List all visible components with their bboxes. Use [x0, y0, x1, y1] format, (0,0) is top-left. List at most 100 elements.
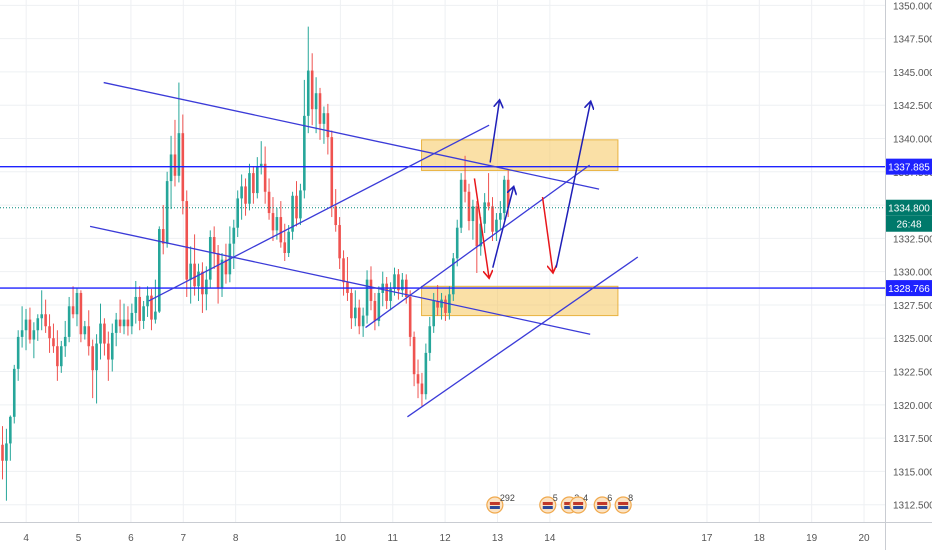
y-tick-label: 1345.000: [893, 68, 932, 79]
arrows: [473, 100, 590, 278]
x-tick-label: 6: [128, 533, 134, 544]
candle-body: [114, 319, 118, 333]
candle-body: [314, 93, 318, 110]
candle-body: [424, 352, 428, 395]
flag-stripe: [618, 506, 629, 509]
candle-body: [12, 368, 16, 417]
candle-body: [393, 274, 396, 289]
candle-body: [365, 279, 369, 316]
candle-body: [16, 336, 20, 369]
candle-body: [122, 319, 126, 327]
candle-body: [177, 133, 181, 176]
x-tick-label: 4: [23, 533, 29, 544]
levels: [0, 165, 885, 289]
x-tick-label: 12: [440, 533, 452, 544]
y-tick-label: 1347.500: [893, 35, 932, 46]
candle-body: [459, 179, 463, 228]
event-count: 6: [607, 493, 612, 503]
candle-body: [165, 181, 169, 244]
candle-body: [436, 300, 439, 308]
trend-line: [89, 225, 591, 335]
price-axis[interactable]: 1312.500 1315.000 1317.500 1320.000 1322.500…: [885, 0, 932, 550]
candle-body: [397, 274, 400, 291]
candle-body: [479, 223, 483, 247]
candle-body: [103, 323, 106, 344]
candle-body: [52, 338, 55, 347]
level-price-label: 1328.766: [888, 284, 930, 295]
candle-body: [161, 229, 165, 244]
candle-body: [5, 443, 8, 461]
candle-body: [306, 70, 310, 116]
candle-body: [71, 306, 75, 315]
candle-body: [389, 288, 392, 301]
candle-body: [428, 326, 432, 353]
candle-body: [475, 206, 479, 247]
candle-body: [205, 279, 208, 295]
candle-body: [224, 259, 228, 275]
event-count: 4: [583, 493, 588, 503]
candle-body: [491, 206, 494, 232]
y-tick-label: 1330.000: [893, 268, 932, 279]
time-axis[interactable]: 4 5 6 7 8 10 11 12 13 14 17 18 19 20: [0, 522, 932, 545]
candle-body: [303, 115, 306, 191]
candle-body: [126, 319, 130, 327]
event-markers: 29253468: [486, 493, 633, 514]
flag-stripe: [573, 506, 584, 509]
candle-body: [130, 312, 134, 327]
candle-body: [212, 237, 216, 254]
candle-body: [244, 186, 247, 204]
candle-body: [240, 186, 243, 199]
candle-body: [377, 292, 381, 321]
x-tick-label: 10: [335, 533, 347, 544]
candle-body: [330, 137, 334, 207]
candle-body: [471, 206, 475, 222]
x-tick-label: 13: [492, 533, 504, 544]
candle-body: [236, 198, 239, 228]
candle-body: [342, 258, 345, 283]
y-tick-label: 1327.500: [893, 301, 932, 312]
candle-body: [83, 326, 87, 335]
x-tick-label: 8: [233, 533, 239, 544]
candle-body: [369, 279, 373, 301]
y-tick-label: 1317.500: [893, 434, 932, 445]
candle-body: [20, 330, 24, 337]
sr-zone: [421, 139, 619, 171]
y-tick-label: 1322.500: [893, 368, 932, 379]
countdown-tag: [886, 215, 932, 232]
candle-body: [279, 217, 283, 243]
level-price-tag: [886, 280, 932, 297]
candle-body: [67, 306, 71, 337]
trend-line: [148, 124, 490, 302]
trend-lines: [89, 81, 639, 418]
y-tick-label: 1342.500: [893, 101, 932, 112]
blue-arrow: [489, 100, 499, 163]
candle-body: [79, 292, 83, 335]
candle-body: [99, 323, 102, 344]
flag-stripe: [618, 502, 629, 505]
y-tick-label: 1325.000: [893, 334, 932, 345]
candle-body: [158, 229, 161, 312]
y-tick-label: 1315.000: [893, 467, 932, 478]
candle-body: [295, 195, 298, 219]
candle-body: [138, 296, 141, 321]
candle-body: [193, 263, 196, 287]
x-tick-label: 20: [858, 533, 870, 544]
candle-body: [487, 202, 490, 207]
flag-stripe: [489, 506, 500, 509]
event-count: 8: [628, 493, 633, 503]
candle-body: [107, 343, 110, 360]
candle-body: [432, 300, 435, 327]
x-tick-label: 5: [76, 533, 82, 544]
candle-body: [24, 319, 28, 331]
candle-body: [28, 319, 32, 340]
candle-body: [142, 306, 145, 321]
candle-body: [412, 336, 416, 375]
candle-body: [1, 444, 4, 461]
level-price-label: 1337.885: [888, 163, 930, 174]
x-tick-label: 19: [806, 533, 818, 544]
candle-body: [146, 295, 149, 307]
countdown-label: 26:48: [896, 220, 921, 231]
flag-stripe: [597, 502, 608, 505]
candle-body: [154, 311, 157, 320]
